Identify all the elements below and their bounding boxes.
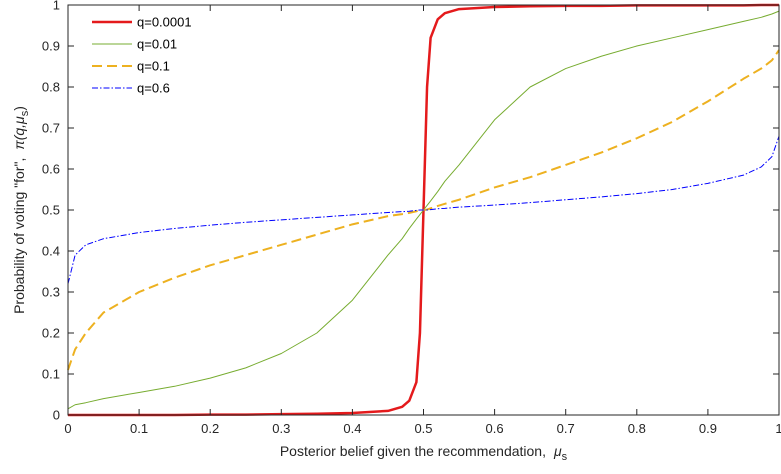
y-tick-label: 0.3 [42, 285, 60, 300]
y-tick-label: 0.2 [42, 326, 60, 341]
series-line-4 [67, 136, 780, 284]
x-tick-label: 0 [64, 421, 71, 436]
y-axis-title-subscript: s [19, 110, 31, 116]
y-axis-title-text: Probability of voting "for", [11, 158, 27, 314]
legend-item: q=0.0001 [92, 15, 192, 30]
x-axis-title-symbol: μ [553, 443, 562, 459]
y-tick-label: 0.6 [42, 162, 60, 177]
y-tick-label: 0.8 [42, 80, 60, 95]
x-tick-label: 0.9 [699, 421, 717, 436]
legend-item: q=0.1 [92, 59, 170, 74]
x-tick-label: 0.1 [130, 421, 148, 436]
y-tick-label: 1 [53, 0, 60, 13]
x-axis-title: Posterior belief given the recommendatio… [280, 443, 568, 463]
legend-label: q=0.0001 [137, 15, 192, 30]
x-tick-label: 0.7 [557, 421, 575, 436]
y-tick-label: 0.1 [42, 367, 60, 382]
y-tick-label: 0.4 [42, 244, 60, 259]
x-axis-title-text: Posterior belief given the recommendatio… [280, 443, 546, 459]
y-tick-label: 0.5 [42, 203, 60, 218]
x-tick-label: 0.5 [414, 421, 432, 436]
y-axis-title-close: ) [11, 106, 27, 111]
tick-layer: 0 0.1 0.2 0.3 0.4 0.5 0.6 0.7 0.8 0.9 1 0 0.1 0.2 0.3 0… [42, 0, 781, 436]
y-axis-title-symbol: π(q,μ [11, 116, 27, 150]
x-tick-label: 0.4 [343, 421, 361, 436]
legend-label: q=0.1 [137, 59, 170, 74]
legend-label: q=0.01 [137, 37, 177, 52]
legend-item: q=0.01 [92, 37, 177, 52]
legend: q=0.0001 q=0.01 q=0.1 q=0.6 [80, 11, 230, 99]
x-tick-label: 0.3 [272, 421, 290, 436]
legend-item: q=0.6 [92, 81, 170, 96]
y-tick-label: 0.9 [42, 39, 60, 54]
x-tick-label: 1 [775, 421, 781, 436]
y-axis-title: Probability of voting "for", π(q,μs) [11, 106, 31, 314]
legend-box [80, 11, 230, 99]
y-tick-label: 0.7 [42, 121, 60, 136]
y-tick-label: 0 [53, 408, 60, 423]
x-axis-title-subscript: s [562, 451, 568, 463]
legend-label: q=0.6 [137, 81, 170, 96]
x-tick-label: 0.2 [201, 421, 219, 436]
x-tick-label: 0.8 [628, 421, 646, 436]
legend-items: q=0.0001 q=0.01 q=0.1 q=0.6 [92, 15, 192, 96]
x-tick-label: 0.6 [486, 421, 504, 436]
